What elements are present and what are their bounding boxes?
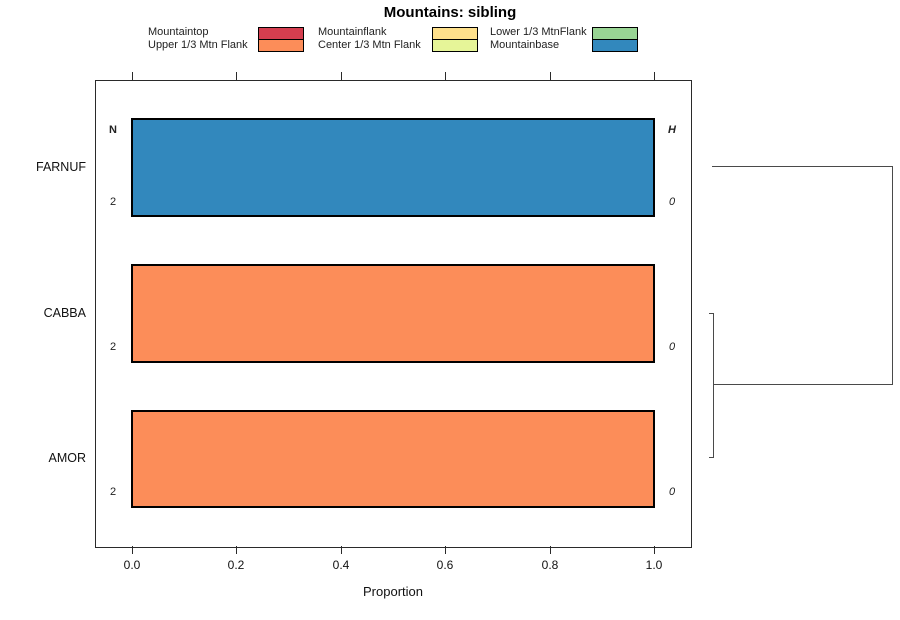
n-column-header: N xyxy=(109,124,117,136)
axis-tick xyxy=(341,546,342,554)
x-axis-label: Proportion xyxy=(363,584,423,599)
h-value-farnuf: 0 xyxy=(668,196,676,208)
axis-tick xyxy=(132,546,133,554)
legend-column-1-labels: Mountaintop Upper 1/3 Mtn Flank xyxy=(148,26,248,52)
h-value-cabba: 0 xyxy=(668,341,676,353)
dendrogram-cabba-amor-bracket xyxy=(713,313,714,458)
axis-tick xyxy=(654,546,655,554)
legend-column-2-labels: Mountainflank Center 1/3 Mtn Flank xyxy=(318,26,421,52)
legend-column-2-swatches xyxy=(432,27,478,52)
row-label-farnuf: FARNUF xyxy=(36,160,86,174)
n-value-farnuf: 2 xyxy=(109,196,117,208)
axis-tick xyxy=(654,72,655,80)
x-tick-label: 0.2 xyxy=(227,558,245,572)
h-value-amor: 0 xyxy=(668,486,676,498)
legend-column-1-swatches xyxy=(258,27,304,52)
legend-swatch-mountainbase xyxy=(592,39,638,52)
axis-tick xyxy=(445,72,446,80)
dendrogram-root-vertical xyxy=(892,166,893,385)
axis-tick xyxy=(445,546,446,554)
axis-tick xyxy=(341,72,342,80)
legend-swatch-upper-13-mtn-flank xyxy=(258,39,304,52)
axis-tick xyxy=(550,72,551,80)
axis-tick xyxy=(236,72,237,80)
x-tick-label: 1.0 xyxy=(645,558,663,572)
row-label-amor: AMOR xyxy=(48,451,87,465)
x-tick-label: 0.0 xyxy=(123,558,141,572)
legend-label: Center 1/3 Mtn Flank xyxy=(318,39,421,51)
dendrogram-branch-farnuf xyxy=(712,166,893,167)
legend-label: Mountainflank xyxy=(318,26,387,38)
x-tick-label: 0.8 xyxy=(541,558,559,572)
legend-swatch-center-13-mtn-flank xyxy=(432,39,478,52)
axis-tick xyxy=(132,72,133,80)
legend-column-3-swatches xyxy=(592,27,638,52)
legend-label: Mountainbase xyxy=(490,39,560,51)
bar-farnuf xyxy=(131,118,655,217)
n-value-amor: 2 xyxy=(109,486,117,498)
chart-title: Mountains: sibling xyxy=(383,4,517,21)
legend-label: Lower 1/3 MtnFlank xyxy=(490,26,587,38)
bar-cabba xyxy=(131,264,655,363)
legend-label: Mountaintop xyxy=(148,26,209,38)
axis-tick xyxy=(236,546,237,554)
dendrogram-cabba-stub xyxy=(709,313,714,314)
row-label-cabba: CABBA xyxy=(43,306,86,320)
plot-area-box xyxy=(95,80,692,548)
h-column-header: H xyxy=(668,124,676,136)
legend-column-3-labels: Lower 1/3 MtnFlank Mountainbase xyxy=(490,26,587,52)
bar-amor xyxy=(131,410,655,508)
legend-label: Upper 1/3 Mtn Flank xyxy=(148,39,248,51)
x-tick-label: 0.6 xyxy=(436,558,454,572)
axis-tick xyxy=(550,546,551,554)
dendrogram-amor-stub xyxy=(709,457,714,458)
dendrogram-branch-cluster xyxy=(714,384,893,385)
n-value-cabba: 2 xyxy=(109,341,117,353)
x-tick-label: 0.4 xyxy=(332,558,350,572)
